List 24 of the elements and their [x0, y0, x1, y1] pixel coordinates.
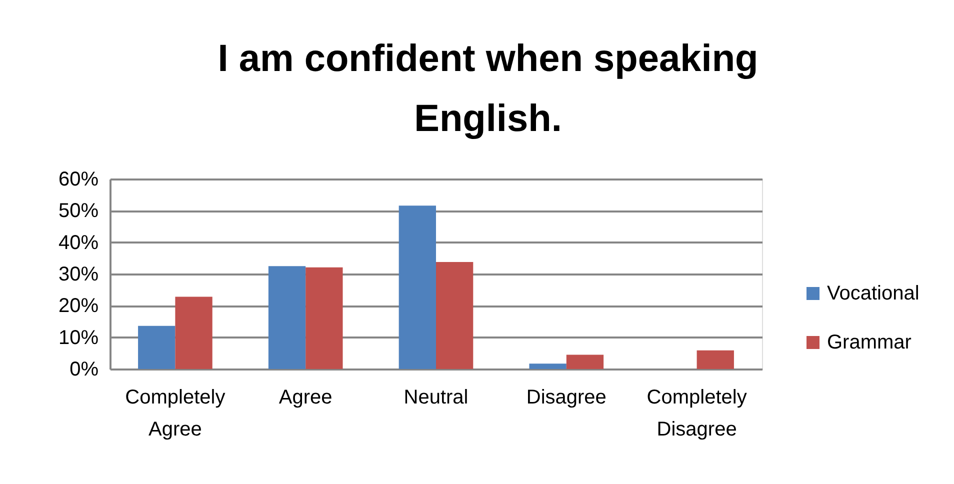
bar	[175, 296, 212, 369]
x-tick-label: Disagree	[526, 386, 606, 408]
x-tick-label: Neutral	[404, 386, 468, 408]
y-tick-label: 0%	[70, 358, 99, 380]
legend-label: Vocational	[827, 282, 920, 304]
y-tick-label: 10%	[58, 326, 99, 349]
y-tick-label: 60%	[58, 168, 99, 190]
y-tick-label: 20%	[58, 295, 99, 318]
x-tick-label: Completely Agree	[125, 386, 226, 440]
bar	[306, 267, 343, 369]
bar	[268, 266, 306, 369]
chart-title: I am confident when speaking English.	[218, 38, 758, 140]
bar	[398, 206, 436, 369]
bar	[529, 364, 566, 369]
x-tick-label: Completely Disagree	[646, 386, 747, 440]
y-tick-label: 30%	[58, 264, 99, 286]
bar	[436, 262, 474, 369]
legend-label: Grammar	[827, 332, 912, 354]
y-tick-label: 50%	[58, 200, 99, 222]
bar	[566, 354, 604, 369]
bar	[138, 326, 176, 369]
bar	[696, 350, 734, 369]
x-tick-label: Agree	[278, 386, 332, 408]
y-tick-label: 40%	[58, 232, 99, 254]
